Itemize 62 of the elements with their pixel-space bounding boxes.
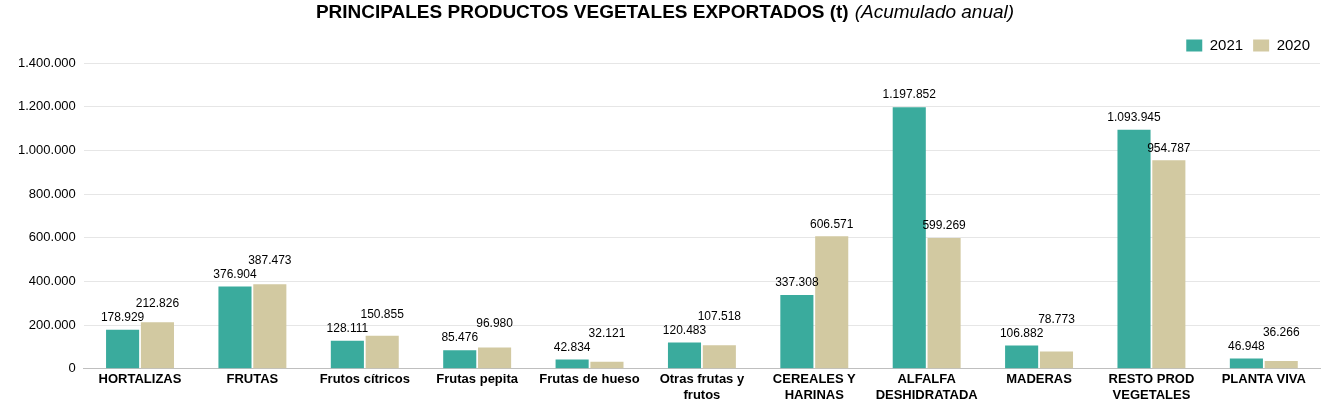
x-tick-label: FRUTAS	[226, 371, 279, 387]
bar	[365, 335, 399, 369]
bar	[667, 342, 702, 369]
bar	[555, 359, 589, 369]
y-tick-label: 0	[68, 360, 76, 376]
data-label: 128.111	[326, 321, 369, 336]
chart-subtitle: (Acumulado anual)	[854, 1, 1015, 22]
data-label: 32.121	[588, 325, 626, 340]
data-label: 78.773	[1038, 311, 1076, 326]
x-tick-label: Frutas pepita	[436, 371, 519, 387]
data-label: 120.483	[662, 322, 707, 337]
bar	[927, 237, 961, 369]
chart-title: PRINCIPALES PRODUCTOS VEGETALES EXPORTADOS (t)	[315, 1, 849, 22]
bar	[330, 340, 364, 369]
data-label: 96.980	[476, 316, 514, 331]
data-label: 150.855	[360, 307, 405, 322]
bar	[140, 322, 174, 369]
data-label: 387.473	[248, 252, 292, 267]
legend-label: 2021	[1209, 35, 1244, 53]
data-label: 376.904	[213, 266, 257, 281]
data-label: 337.308	[775, 275, 819, 290]
bar	[1152, 160, 1186, 369]
bar	[702, 345, 736, 369]
bar	[106, 329, 140, 369]
bar	[253, 284, 287, 369]
bar	[1005, 345, 1039, 369]
legend-label: 2020	[1276, 35, 1311, 53]
data-label: 42.834	[553, 339, 591, 354]
y-tick-label: 1.200.000	[17, 98, 76, 114]
bar	[1039, 351, 1074, 369]
x-tick-label: Frutas de hueso	[539, 371, 640, 387]
data-label: 36.266	[1262, 324, 1300, 339]
bar	[218, 286, 252, 369]
data-label: 106.882	[999, 325, 1044, 340]
y-tick-label: 400.000	[28, 273, 76, 289]
bar	[780, 295, 814, 369]
data-label: 1.093.945	[1107, 110, 1162, 125]
x-tick-label: MADERAS	[1006, 371, 1073, 387]
data-label: 107.518	[697, 308, 742, 323]
y-tick-label: 1.000.000	[17, 141, 76, 157]
bar	[443, 350, 477, 369]
bar	[1229, 358, 1263, 369]
y-tick-label: 200.000	[28, 316, 76, 332]
bar	[1264, 360, 1298, 369]
data-label: 46.948	[1228, 338, 1266, 353]
x-tick-label: Frutos cítricos	[319, 371, 410, 387]
bar	[478, 347, 512, 369]
data-label: 178.929	[100, 310, 145, 325]
x-tick-label: PLANTA VIVA	[1221, 371, 1307, 387]
data-label: 1.197.852	[882, 87, 937, 102]
x-tick-label: ALFALFA DESHIDRATADA	[875, 371, 979, 402]
data-label: 212.826	[135, 296, 180, 311]
x-tick-label: RESTO PROD VEGETALES	[1108, 371, 1195, 402]
y-tick-label: 1.400.000	[17, 54, 76, 70]
x-tick-label: Otras frutas y frutos	[659, 371, 745, 402]
data-label: 606.571	[810, 216, 854, 231]
x-tick-label: HORTALIZAS	[98, 371, 182, 387]
x-tick-label: CEREALES Y HARINAS	[772, 371, 857, 402]
data-label: 85.476	[441, 330, 479, 345]
bar	[590, 361, 624, 369]
y-tick-label: 600.000	[28, 229, 76, 245]
y-tick-label: 800.000	[28, 185, 76, 201]
